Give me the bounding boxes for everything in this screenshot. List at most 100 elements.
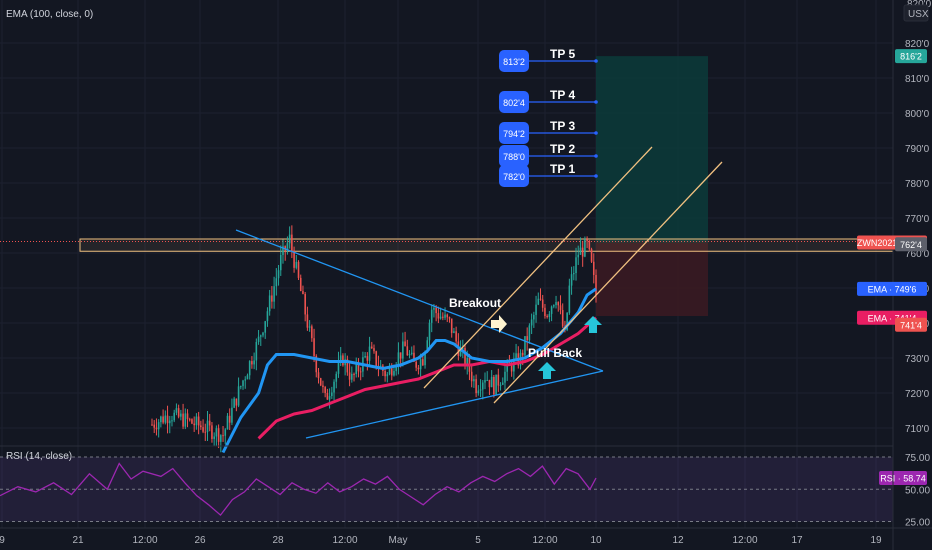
candle-body bbox=[231, 407, 233, 423]
candle-body bbox=[319, 378, 322, 386]
candle-body bbox=[524, 336, 526, 356]
candle-body bbox=[506, 362, 508, 372]
candle-body bbox=[253, 360, 255, 365]
candle-body bbox=[182, 413, 184, 427]
candle-body bbox=[173, 412, 175, 421]
candle-body bbox=[592, 261, 595, 275]
candle-body bbox=[311, 326, 313, 339]
pull-back-label: Pull Back bbox=[528, 346, 582, 360]
candle-body bbox=[228, 415, 231, 423]
candle-body bbox=[555, 302, 557, 306]
indicator-main-label[interactable]: EMA (100, close, 0) bbox=[6, 9, 93, 20]
candle-body bbox=[586, 239, 588, 241]
candle-body bbox=[521, 352, 524, 356]
candle-body bbox=[550, 306, 553, 314]
tp-label: TP 2 bbox=[550, 142, 575, 156]
candle-body bbox=[537, 298, 540, 305]
candle-body bbox=[566, 312, 568, 330]
candle-body bbox=[446, 314, 449, 318]
tp-label: TP 5 bbox=[550, 47, 575, 61]
ema-fast-line bbox=[221, 287, 597, 454]
candle-body bbox=[428, 322, 431, 341]
candle-body bbox=[442, 316, 444, 318]
candle-body bbox=[246, 375, 249, 380]
tp-anchor-dot bbox=[594, 100, 598, 104]
candle-body bbox=[584, 239, 586, 257]
tp-price-badge bbox=[499, 122, 529, 144]
candle-body bbox=[408, 353, 411, 356]
candle-body bbox=[282, 246, 284, 255]
candle-body bbox=[211, 425, 213, 439]
tp-anchor-dot bbox=[594, 154, 598, 158]
target-zone bbox=[596, 56, 708, 243]
candle-body bbox=[466, 357, 469, 366]
tp-label: TP 1 bbox=[550, 162, 575, 176]
candle-body bbox=[488, 379, 491, 388]
tp-price-text: 782'0 bbox=[503, 172, 525, 182]
candle-body bbox=[548, 313, 551, 318]
candle-body bbox=[557, 302, 560, 306]
candle-body bbox=[595, 274, 597, 296]
candle-body bbox=[515, 353, 517, 359]
candle-body bbox=[306, 314, 309, 328]
candle-body bbox=[242, 380, 244, 387]
x-tick-label: May bbox=[389, 535, 408, 546]
candle-body bbox=[459, 348, 462, 356]
currency-badge[interactable] bbox=[903, 4, 929, 22]
ema-lines bbox=[221, 287, 597, 454]
candle-body bbox=[222, 435, 224, 437]
candle-body bbox=[339, 355, 342, 362]
candle-body bbox=[577, 254, 580, 258]
x-tick-label: 26 bbox=[194, 535, 206, 546]
indicator-rsi-label[interactable]: RSI (14, close) bbox=[6, 451, 72, 462]
candle-body bbox=[464, 348, 466, 366]
candle-body bbox=[259, 335, 262, 337]
candle-body bbox=[188, 419, 191, 421]
candle-body bbox=[355, 363, 358, 375]
candle-body bbox=[433, 307, 435, 310]
candle-body bbox=[481, 382, 484, 390]
candle-body bbox=[244, 379, 247, 381]
candle-body bbox=[437, 313, 440, 319]
candle-body bbox=[162, 416, 164, 423]
candle-body bbox=[337, 361, 340, 374]
x-tick-label: 19 bbox=[870, 535, 882, 546]
candle-body bbox=[581, 247, 584, 257]
candle-body bbox=[160, 416, 162, 423]
candle-body bbox=[346, 359, 349, 373]
y-tick-label: 810'0 bbox=[905, 74, 930, 85]
candle-body bbox=[375, 351, 378, 366]
candle-body bbox=[268, 295, 271, 312]
candle-body bbox=[501, 382, 504, 385]
candle-body bbox=[180, 413, 182, 417]
candle-body bbox=[195, 416, 198, 426]
tp-label: TP 4 bbox=[550, 88, 575, 102]
price-tag bbox=[857, 281, 927, 296]
candle-body bbox=[193, 423, 195, 426]
candle-body bbox=[426, 340, 429, 352]
candle-body bbox=[240, 386, 242, 388]
candle-body bbox=[422, 359, 424, 366]
candle-body bbox=[559, 305, 562, 311]
candle-body bbox=[455, 331, 457, 342]
price-tag-text: 741'4 bbox=[900, 320, 922, 330]
candle-body bbox=[184, 413, 187, 427]
x-tick-label: 28 bbox=[272, 535, 284, 546]
candle-body bbox=[510, 364, 513, 372]
candle-body bbox=[490, 376, 493, 388]
resistance-zone bbox=[79, 238, 894, 252]
candle-body bbox=[255, 342, 258, 361]
candle-body bbox=[393, 371, 395, 376]
candle-body bbox=[484, 380, 486, 383]
candle-body bbox=[248, 361, 251, 376]
candle-body bbox=[386, 374, 389, 377]
candle-body bbox=[399, 352, 402, 359]
candle-body bbox=[157, 422, 160, 430]
candle-body bbox=[220, 435, 222, 442]
candle-body bbox=[486, 379, 489, 381]
candle-body bbox=[495, 374, 497, 395]
candle-body bbox=[395, 365, 397, 372]
candle-body bbox=[262, 332, 264, 336]
